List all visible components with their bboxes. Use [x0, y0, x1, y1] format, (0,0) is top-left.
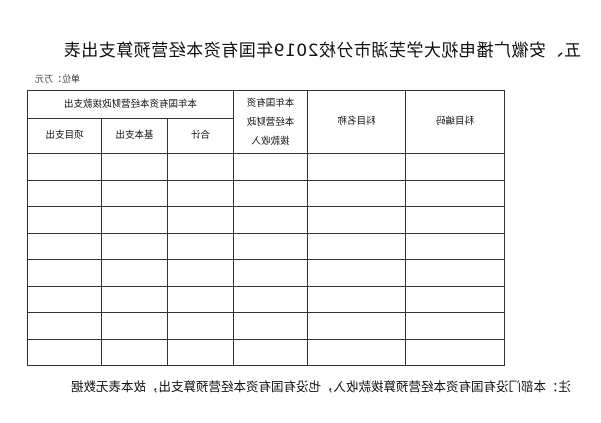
table-cell	[101, 153, 168, 180]
footnote: 注：本部门没有国有资本经营预算拨款收入，也没有国有资本经营预算支出，故本表无数据	[70, 379, 571, 394]
table-row	[27, 233, 505, 260]
header-income: 本年国有资本经营财政拨款收入	[233, 90, 308, 154]
table-cell	[233, 286, 308, 313]
table-cell	[307, 312, 406, 339]
table-cell	[405, 180, 505, 207]
header-name: 科目名称	[307, 90, 406, 154]
table-cell	[167, 339, 234, 366]
table-cell	[167, 259, 234, 286]
table-cell	[167, 286, 234, 313]
table-cell	[167, 153, 234, 180]
table-cell	[307, 206, 406, 233]
table-cell	[27, 153, 102, 180]
table-cell	[405, 312, 505, 339]
table-cell	[233, 339, 308, 366]
table-cell	[307, 286, 406, 313]
table-cell	[27, 286, 102, 313]
table-cell	[101, 312, 168, 339]
table-cell	[27, 180, 102, 207]
table-cell	[307, 233, 406, 260]
table-row	[27, 153, 505, 180]
table-cell	[27, 339, 102, 366]
table-cell	[233, 153, 308, 180]
table-cell	[101, 339, 168, 366]
table-cell	[233, 312, 308, 339]
table-cell	[27, 312, 102, 339]
table-cell	[233, 259, 308, 286]
table-cell	[405, 286, 505, 313]
table-cell	[233, 233, 308, 260]
table-row	[27, 206, 505, 233]
table-cell	[307, 259, 406, 286]
table-cell	[101, 180, 168, 207]
table-cell	[405, 259, 505, 286]
table-cell	[167, 180, 234, 207]
table-cell	[27, 206, 102, 233]
table-cell	[101, 233, 168, 260]
header-project: 项目支出	[27, 118, 102, 154]
unit-label: 单位：万元	[34, 75, 80, 85]
table-cell	[101, 206, 168, 233]
table-cell	[167, 206, 234, 233]
table-cell	[405, 233, 505, 260]
table-row	[27, 286, 505, 313]
header-code: 科目编码	[405, 90, 505, 154]
table-row	[27, 312, 505, 339]
table-row	[27, 259, 505, 286]
header-total: 合计	[167, 118, 234, 154]
table-cell	[405, 153, 505, 180]
table-cell	[233, 180, 308, 207]
table-cell	[307, 180, 406, 207]
table-cell	[167, 312, 234, 339]
page-title: 五、安徽广播电视大学芜湖市分校2019年国有资本经营预算支出表	[63, 41, 581, 61]
table-row	[27, 180, 505, 207]
table-cell	[405, 206, 505, 233]
table-cell	[101, 286, 168, 313]
budget-table: 科目编码 科目名称 本年国有资本经营财政拨款收入 本年国有资本经营财政拨款支出 …	[27, 90, 505, 366]
table-cell	[233, 206, 308, 233]
table-cell	[101, 259, 168, 286]
table-cell	[307, 153, 406, 180]
header-basic: 基本支出	[101, 118, 168, 154]
table-cell	[27, 233, 102, 260]
table-cell	[307, 339, 406, 366]
table-row	[27, 339, 505, 366]
table-cell	[405, 339, 505, 366]
header-expense-group: 本年国有资本经营财政拨款支出	[27, 90, 234, 119]
table-cell	[27, 259, 102, 286]
table-cell	[167, 233, 234, 260]
